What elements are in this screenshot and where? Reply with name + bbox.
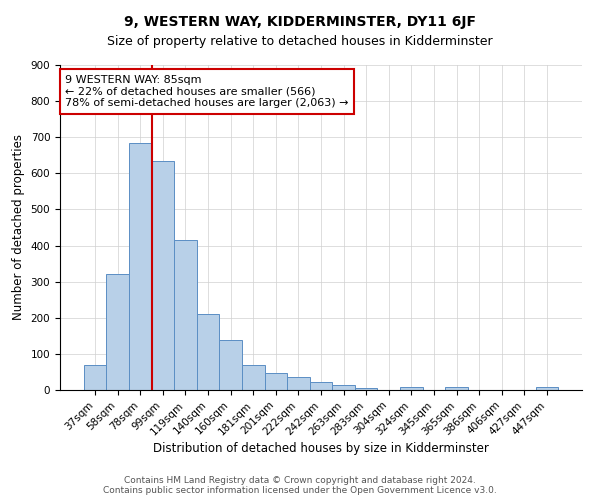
- Y-axis label: Number of detached properties: Number of detached properties: [12, 134, 25, 320]
- Bar: [332, 386, 355, 390]
- Bar: [400, 387, 422, 390]
- Bar: [287, 378, 310, 390]
- Bar: [445, 387, 468, 390]
- Bar: [84, 364, 106, 390]
- Text: Contains HM Land Registry data © Crown copyright and database right 2024.
Contai: Contains HM Land Registry data © Crown c…: [103, 476, 497, 495]
- Bar: [355, 388, 377, 390]
- Bar: [310, 382, 332, 390]
- Bar: [220, 340, 242, 390]
- Bar: [129, 142, 152, 390]
- Bar: [265, 373, 287, 390]
- Bar: [536, 387, 558, 390]
- Bar: [152, 160, 174, 390]
- Bar: [242, 366, 265, 390]
- Bar: [106, 274, 129, 390]
- Bar: [197, 314, 220, 390]
- Bar: [174, 240, 197, 390]
- Text: 9 WESTERN WAY: 85sqm
← 22% of detached houses are smaller (566)
78% of semi-deta: 9 WESTERN WAY: 85sqm ← 22% of detached h…: [65, 74, 349, 108]
- X-axis label: Distribution of detached houses by size in Kidderminster: Distribution of detached houses by size …: [153, 442, 489, 455]
- Text: Size of property relative to detached houses in Kidderminster: Size of property relative to detached ho…: [107, 35, 493, 48]
- Text: 9, WESTERN WAY, KIDDERMINSTER, DY11 6JF: 9, WESTERN WAY, KIDDERMINSTER, DY11 6JF: [124, 15, 476, 29]
